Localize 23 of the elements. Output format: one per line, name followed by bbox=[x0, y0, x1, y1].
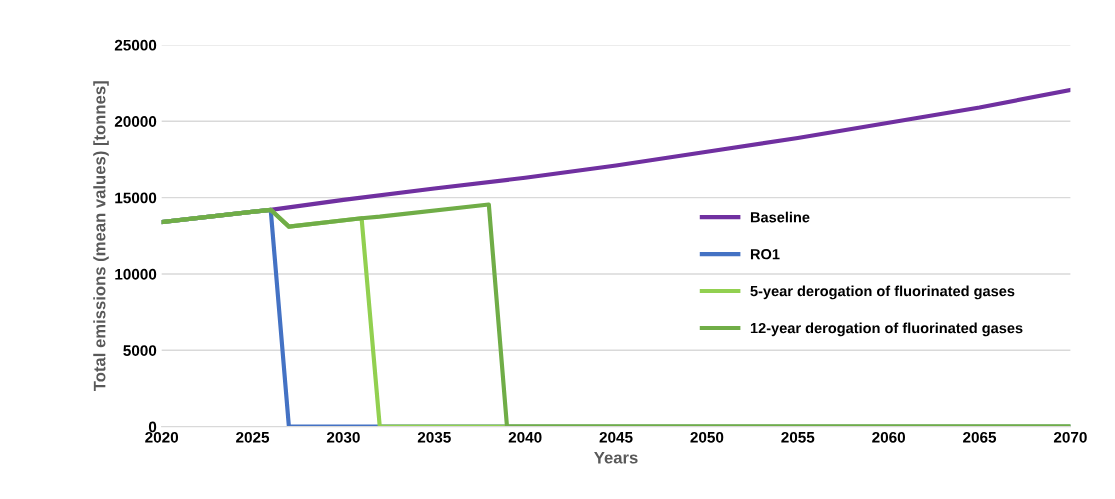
y-tick-label: 10000 bbox=[115, 268, 157, 280]
x-tick-label: 2045 bbox=[599, 431, 633, 443]
y-tick-label: 5000 bbox=[123, 345, 157, 356]
x-tick-label: 2060 bbox=[872, 431, 906, 443]
y-axis-title: Total emissions (mean values) [tonnes] bbox=[93, 81, 109, 392]
x-tick-label: 2065 bbox=[963, 431, 997, 443]
x-tick-label: 2050 bbox=[690, 431, 724, 443]
x-tick-label: 2070 bbox=[1053, 431, 1087, 443]
y-tick-label: 15000 bbox=[115, 192, 157, 204]
legend-label: 5-year derogation of fluorinated gases bbox=[750, 285, 1015, 300]
legend-label: RO1 bbox=[750, 249, 780, 260]
x-tick-label: 2055 bbox=[781, 431, 815, 443]
y-tick-label: 25000 bbox=[114, 39, 157, 51]
x-tick-label: 2025 bbox=[236, 431, 270, 443]
legend-label: 12-year derogation of fluorinated gases bbox=[750, 322, 1023, 337]
y-tick-label: 20000 bbox=[114, 116, 157, 127]
x-tick-label: 2040 bbox=[508, 431, 542, 443]
x-tick-label: 2030 bbox=[326, 431, 360, 443]
x-axis-title: Years bbox=[594, 451, 638, 464]
x-tick-label: 2020 bbox=[145, 431, 179, 443]
y-tick-label: 0 bbox=[148, 421, 157, 433]
legend-label: Baseline bbox=[750, 211, 810, 223]
x-tick-label: 2035 bbox=[417, 431, 451, 443]
